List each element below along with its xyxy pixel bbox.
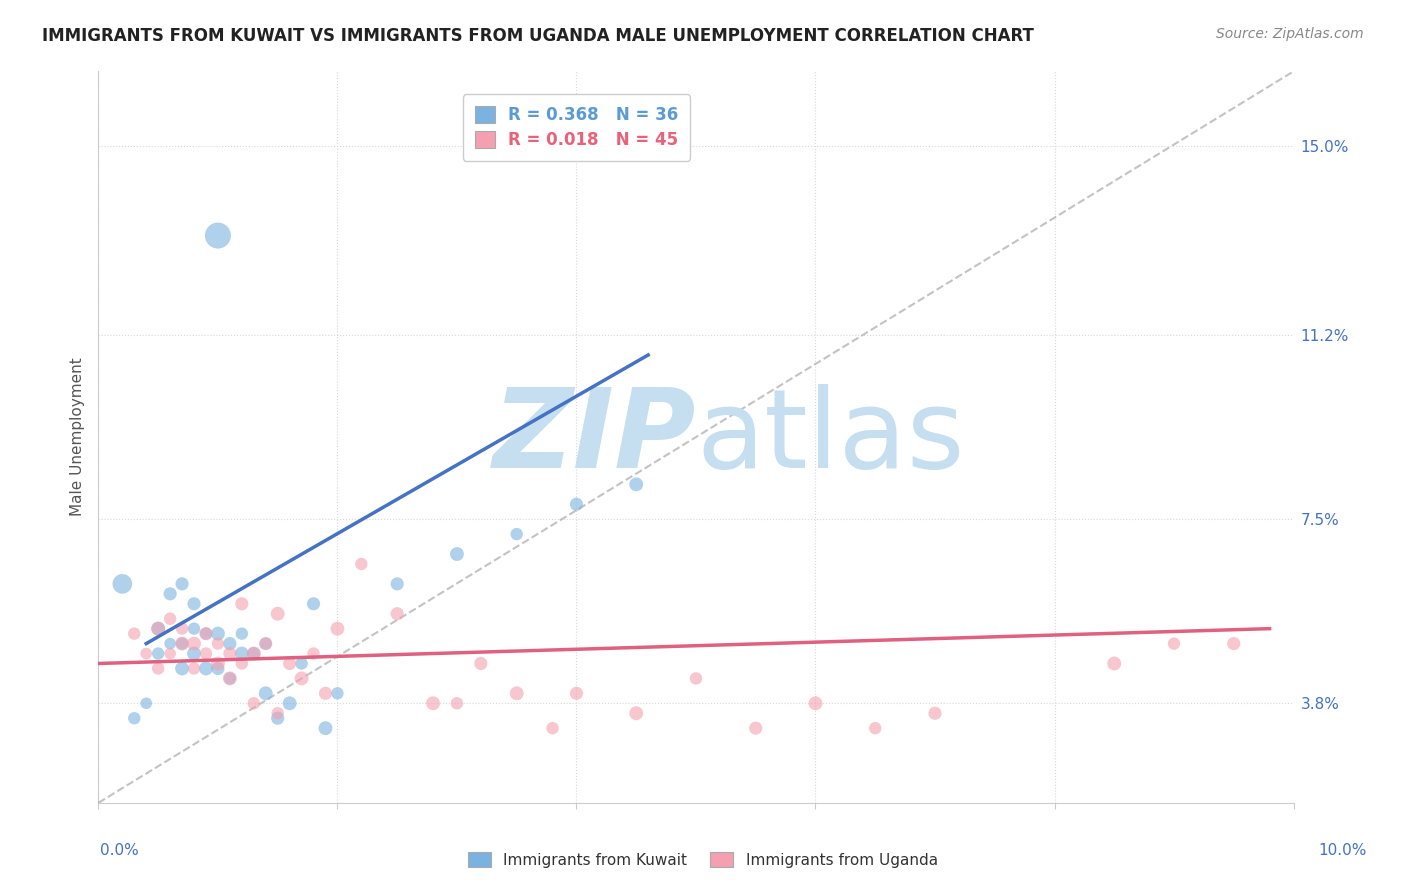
Point [195,661,218,675]
Point [267,706,290,721]
Point [172,622,194,636]
Point [148,661,170,675]
Point [685,672,707,686]
Point [506,527,529,541]
Point [267,607,290,621]
Point [207,657,229,671]
Point [231,626,253,640]
Point [326,686,349,700]
Point [385,607,409,621]
Point [1163,636,1185,650]
Point [219,672,242,686]
Point [183,597,205,611]
Point [254,636,277,650]
Y-axis label: Male Unemployment: Male Unemployment [69,358,84,516]
Point [1223,636,1246,650]
Point [254,686,277,700]
Point [231,647,253,661]
Point [124,711,146,725]
Point [541,721,564,735]
Text: Source: ZipAtlas.com: Source: ZipAtlas.com [1216,27,1364,41]
Text: atlas: atlas [696,384,965,491]
Point [172,661,194,675]
Point [1104,657,1126,671]
Point [172,577,194,591]
Point [243,647,266,661]
Text: ZIP: ZIP [492,384,696,491]
Point [745,721,768,735]
Point [195,647,218,661]
Legend: Immigrants from Kuwait, Immigrants from Uganda: Immigrants from Kuwait, Immigrants from … [461,844,945,875]
Text: IMMIGRANTS FROM KUWAIT VS IMMIGRANTS FROM UGANDA MALE UNEMPLOYMENT CORRELATION C: IMMIGRANTS FROM KUWAIT VS IMMIGRANTS FRO… [42,27,1033,45]
Point [243,696,266,710]
Point [207,626,229,640]
Point [124,626,146,640]
Point [148,647,170,661]
Point [135,647,157,661]
Point [183,647,205,661]
Point [446,696,468,710]
Point [315,686,337,700]
Point [350,557,373,571]
Point [446,547,468,561]
Point [159,647,181,661]
Point [135,696,157,710]
Point [278,657,301,671]
Point [195,626,218,640]
Point [195,626,218,640]
Point [172,636,194,650]
Point [565,686,588,700]
Point [924,706,946,721]
Point [207,228,229,243]
Point [506,686,529,700]
Point [159,587,181,601]
Point [291,657,314,671]
Point [207,636,229,650]
Point [302,597,325,611]
Point [219,672,242,686]
Point [172,636,194,650]
Point [183,636,205,650]
Point [159,612,181,626]
Point [148,622,170,636]
Point [159,636,181,650]
Point [278,696,301,710]
Point [183,622,205,636]
Point [111,577,134,591]
Point [267,711,290,725]
Point [470,657,492,671]
Point [626,477,648,491]
Point [219,647,242,661]
Text: 10.0%: 10.0% [1319,843,1367,858]
Point [865,721,887,735]
Point [626,706,648,721]
Point [207,661,229,675]
Point [291,672,314,686]
Legend: R = 0.368   N = 36, R = 0.018   N = 45: R = 0.368 N = 36, R = 0.018 N = 45 [463,95,690,161]
Point [565,497,588,511]
Point [254,636,277,650]
Point [422,696,444,710]
Point [148,622,170,636]
Point [315,721,337,735]
Point [183,661,205,675]
Point [302,647,325,661]
Point [326,622,349,636]
Text: 0.0%: 0.0% [100,843,139,858]
Point [231,597,253,611]
Point [243,647,266,661]
Point [804,696,827,710]
Point [219,636,242,650]
Point [385,577,409,591]
Point [231,657,253,671]
